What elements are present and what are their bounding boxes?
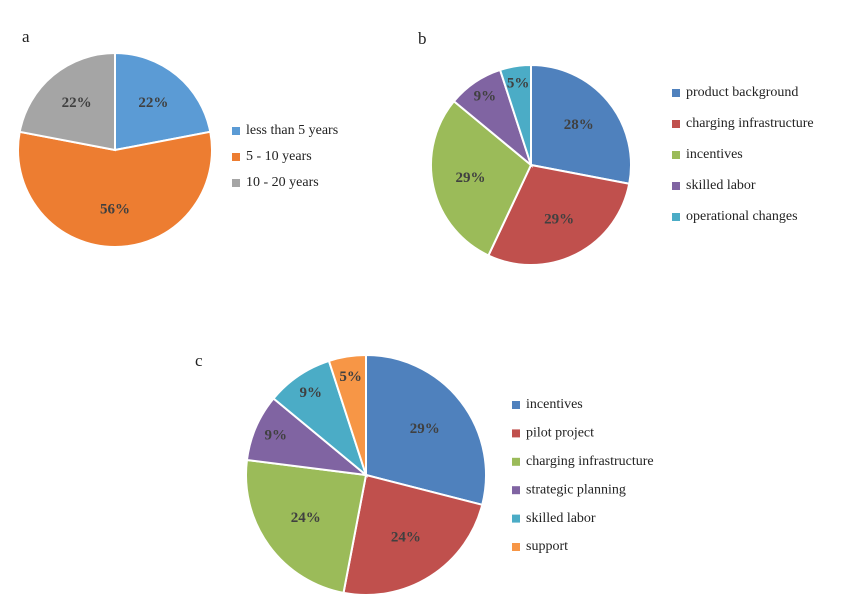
legend-label: pilot project [526, 426, 594, 441]
pie-slice [114, 51, 212, 152]
legend-swatch [232, 179, 240, 187]
legend-label: 5 - 10 years [246, 149, 312, 164]
legend-label: incentives [686, 147, 743, 162]
chart-title: c [195, 351, 203, 370]
data-label: 29% [544, 212, 574, 228]
data-label: 5% [507, 75, 530, 91]
pie-slice [530, 63, 632, 185]
legend-label: incentives [526, 397, 583, 412]
legend-label: charging infrastructure [686, 116, 814, 131]
data-label: 9% [299, 385, 322, 401]
pie-slice [327, 353, 367, 476]
pie-slice [17, 130, 213, 248]
legend-swatch [512, 543, 520, 551]
pie-slice [18, 51, 116, 152]
data-label: 22% [62, 95, 92, 111]
data-label: 29% [410, 421, 440, 437]
pie-slice [487, 163, 631, 266]
legend-label: operational changes [686, 209, 798, 224]
pie-slice [430, 99, 533, 257]
pie-slice [498, 63, 532, 166]
data-label: 5% [339, 369, 362, 385]
legend-label: skilled labor [686, 178, 756, 193]
data-label: 56% [100, 202, 130, 218]
legend-label: 10 - 20 years [246, 175, 319, 190]
legend-swatch [512, 401, 520, 409]
legend-swatch [232, 153, 240, 161]
data-label: 22% [138, 95, 168, 111]
data-label: 29% [455, 170, 485, 186]
legend-swatch [672, 151, 680, 159]
legend-label: skilled labor [526, 511, 596, 526]
legend-swatch [512, 429, 520, 438]
legend-label: support [526, 539, 568, 554]
legend-swatch [672, 182, 680, 190]
legend-label: product background [686, 85, 798, 100]
data-label: 9% [474, 89, 497, 105]
data-label: 24% [291, 510, 321, 526]
legend-swatch [672, 120, 680, 128]
pie-slice [245, 458, 368, 595]
data-label: 28% [564, 117, 594, 133]
data-label: 9% [264, 427, 287, 443]
legend-swatch [672, 213, 680, 221]
legend-label: strategic planning [526, 482, 626, 497]
legend-swatch [512, 514, 520, 523]
chart-title: a [22, 27, 30, 46]
pie-slice [365, 353, 487, 507]
legend-label: less than 5 years [246, 123, 338, 138]
legend-swatch [512, 457, 520, 466]
legend-swatch [672, 89, 680, 97]
data-label: 24% [391, 529, 421, 545]
legend-swatch [232, 127, 240, 135]
chart-title: b [418, 29, 427, 48]
legend-swatch [512, 486, 520, 495]
pie-slice [342, 473, 484, 596]
legend-label: charging infrastructure [526, 454, 654, 469]
